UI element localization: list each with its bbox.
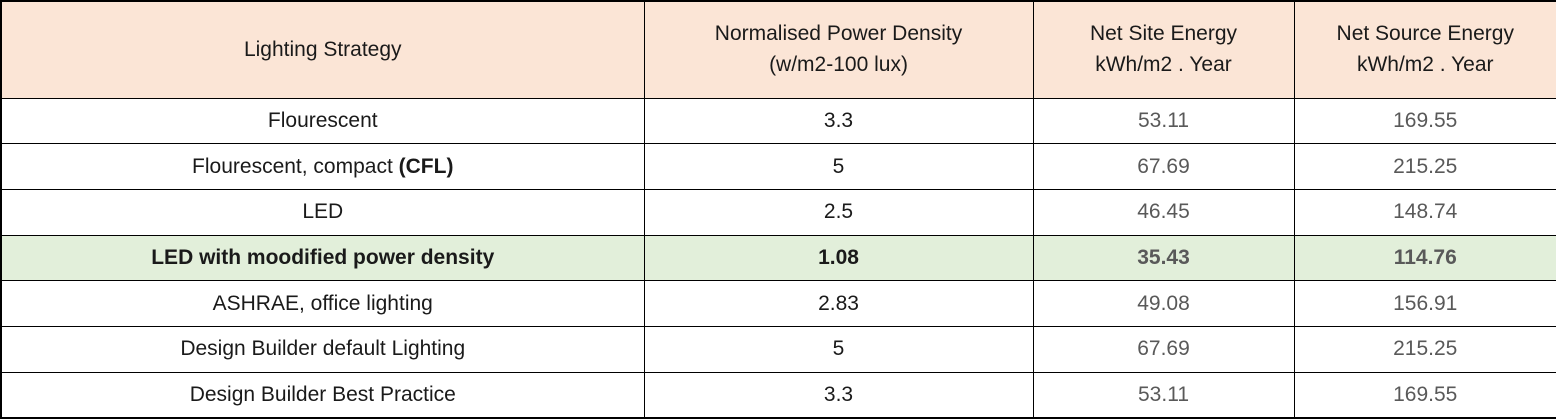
- header-normalised-power-density: Normalised Power Density (w/m2-100 lux): [643, 0, 1034, 99]
- cell-net-site-energy: 53.11: [1032, 371, 1295, 419]
- cell-normalised-power-density: 1.08: [643, 234, 1034, 282]
- cell-net-source-energy: 114.76: [1293, 234, 1556, 282]
- table-row: LED 2.5 46.45 148.74: [0, 188, 1556, 236]
- cell-net-site-energy: 49.08: [1032, 280, 1295, 328]
- cell-net-source-energy: 156.91: [1293, 280, 1556, 328]
- cell-lighting-strategy: Flourescent, compact (CFL): [0, 143, 645, 190]
- cell-lighting-strategy: LED: [0, 188, 645, 236]
- strategy-text-bold: LED with moodified power density: [151, 245, 495, 269]
- cell-lighting-strategy: LED with moodified power density: [0, 234, 645, 282]
- header-site-line1: Net Site Energy: [1089, 22, 1238, 46]
- cell-normalised-power-density: 2.5: [643, 188, 1034, 236]
- strategy-text: Flourescent: [267, 108, 378, 132]
- cell-net-source-energy: 169.55: [1293, 97, 1556, 145]
- table-row: Flourescent 3.3 53.11 169.55: [0, 97, 1556, 145]
- header-site-line2: kWh/m2 . Year: [1095, 52, 1232, 76]
- cell-lighting-strategy: Flourescent: [0, 97, 645, 145]
- header-npd-line2: (w/m2-100 lux): [769, 52, 908, 76]
- cell-net-site-energy: 67.69: [1032, 326, 1295, 373]
- table-row: Flourescent, compact (CFL) 5 67.69 215.25: [0, 143, 1556, 190]
- strategy-text: LED: [302, 200, 344, 224]
- header-net-source-energy: Net Source Energy kWh/m2 . Year: [1293, 0, 1556, 99]
- cell-net-source-energy: 215.25: [1293, 326, 1556, 373]
- cell-lighting-strategy: Design Builder default Lighting: [0, 326, 645, 373]
- cell-lighting-strategy: Design Builder Best Practice: [0, 371, 645, 419]
- strategy-text: Design Builder Best Practice: [189, 382, 456, 406]
- cell-net-site-energy: 67.69: [1032, 143, 1295, 190]
- strategy-text-bold: (CFL): [398, 154, 454, 178]
- cell-net-site-energy: 35.43: [1032, 234, 1295, 282]
- table-body: Flourescent 3.3 53.11 169.55 Flourescent, co…: [0, 97, 1556, 419]
- cell-normalised-power-density: 3.3: [643, 371, 1034, 419]
- header-source-line1: Net Source Energy: [1336, 22, 1514, 46]
- cell-normalised-power-density: 5: [643, 326, 1034, 373]
- table-row: LED with moodified power density 1.08 35.4…: [0, 234, 1556, 282]
- header-lighting-strategy-label: Lighting Strategy: [243, 37, 402, 61]
- table-row: Design Builder default Lighting 5 67.69 215…: [0, 326, 1556, 373]
- cell-normalised-power-density: 2.83: [643, 280, 1034, 328]
- strategy-text: Design Builder default Lighting: [180, 337, 466, 361]
- header-row: Lighting Strategy Normalised Power Densi…: [0, 0, 1556, 99]
- cell-normalised-power-density: 3.3: [643, 97, 1034, 145]
- cell-net-source-energy: 148.74: [1293, 188, 1556, 236]
- cell-lighting-strategy: ASHRAE, office lighting: [0, 280, 645, 328]
- strategy-text: ASHRAE, office lighting: [212, 291, 433, 315]
- header-lighting-strategy: Lighting Strategy: [0, 0, 645, 99]
- cell-net-site-energy: 46.45: [1032, 188, 1295, 236]
- header-net-site-energy: Net Site Energy kWh/m2 . Year: [1032, 0, 1295, 99]
- header-source-line2: kWh/m2 . Year: [1356, 52, 1494, 76]
- cell-net-source-energy: 169.55: [1293, 371, 1556, 419]
- strategy-text: Flourescent, compact: [192, 154, 399, 178]
- cell-normalised-power-density: 5: [643, 143, 1034, 190]
- cell-net-source-energy: 215.25: [1293, 143, 1556, 190]
- cell-net-site-energy: 53.11: [1032, 97, 1295, 145]
- table-row: Design Builder Best Practice 3.3 53.11 169.…: [0, 371, 1556, 419]
- table-row: ASHRAE, office lighting 2.83 49.08 156.91: [0, 280, 1556, 328]
- header-npd-line1: Normalised Power Density: [714, 22, 963, 46]
